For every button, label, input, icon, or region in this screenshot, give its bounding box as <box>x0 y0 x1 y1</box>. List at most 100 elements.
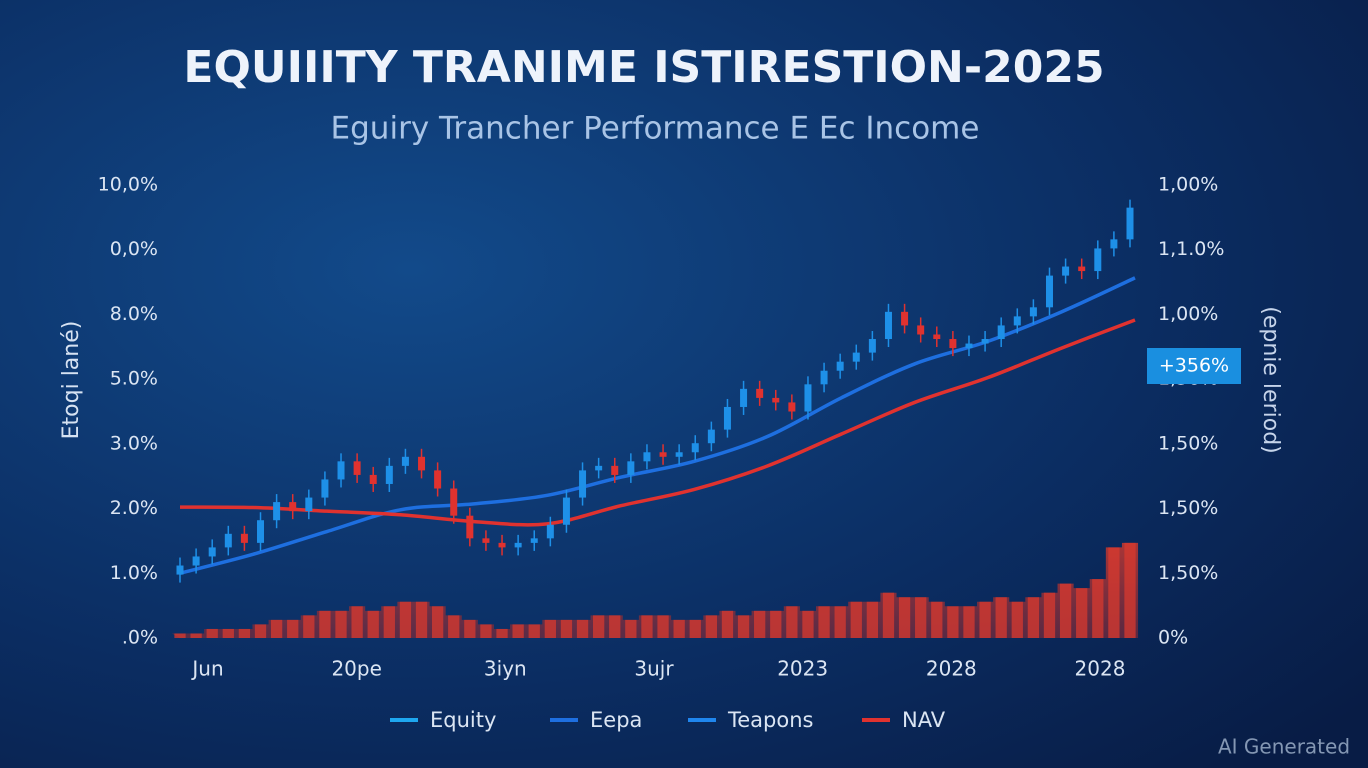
candle-body <box>450 488 458 516</box>
line <box>179 276 1136 575</box>
candle-body <box>176 565 184 575</box>
candle-body <box>579 470 587 498</box>
y-tick-label: 10,0% <box>98 174 158 196</box>
candle-body <box>691 443 699 453</box>
y-tick-label: 0,0% <box>110 238 158 260</box>
candle-body <box>852 352 860 362</box>
volume-bar <box>496 628 508 638</box>
volume-bar <box>818 606 830 638</box>
volume-bar <box>770 610 782 638</box>
candle-body <box>482 538 490 543</box>
chart-title: EQUIIITY TRANIME ISTIRESTION-2025 <box>183 42 1104 93</box>
candle-body <box>611 465 619 475</box>
legend-label: Eepa <box>590 708 642 732</box>
y2-tick-label: 1,00% <box>1158 174 1218 196</box>
volume-bar <box>319 610 331 638</box>
volume-bar <box>609 615 621 638</box>
y2-axis-title: (epnie leriod) <box>1258 306 1283 453</box>
candle-body <box>965 343 973 349</box>
volume-bar <box>754 610 766 638</box>
candle-body <box>1029 307 1037 317</box>
volume-area <box>171 542 1139 638</box>
candle-body <box>659 452 667 457</box>
volume-bar <box>238 628 251 638</box>
candle-body <box>401 456 409 466</box>
y-tick-label: 5.0% <box>110 368 158 390</box>
candle-body <box>804 384 812 412</box>
volume-bar <box>995 597 1007 638</box>
y2-tick-label: 1,50% <box>1158 432 1218 454</box>
volume-bar <box>1076 588 1088 638</box>
candle-body <box>740 388 748 407</box>
candle-body <box>257 520 265 543</box>
candle-body <box>595 465 603 471</box>
volume-bar <box>1124 542 1136 638</box>
volume-bar <box>287 619 299 638</box>
volume-bar <box>721 610 734 638</box>
candle-body <box>498 542 506 548</box>
candle-body <box>981 339 989 344</box>
volume-bar <box>303 615 315 638</box>
y2-tick-label: 1,50% <box>1158 497 1218 519</box>
volume-bar <box>480 624 492 638</box>
x-tick-label: 2023 <box>777 657 828 681</box>
volume-bar <box>399 601 412 638</box>
chart-subtitle: Eguiry Trancher Performance E Ec Income <box>331 111 980 147</box>
volume-bar <box>1108 547 1120 638</box>
volume-bar <box>335 610 347 638</box>
x-tick-label: 3iyn <box>484 657 527 681</box>
candle-body <box>949 339 957 349</box>
volume-bar <box>448 615 460 638</box>
y-tick-label: 3.0% <box>110 432 158 454</box>
x-tick-label: 2028 <box>1075 657 1126 681</box>
candle-body <box>756 388 764 398</box>
candle-body <box>530 538 538 543</box>
x-tick-label: 20pe <box>331 657 381 681</box>
candle-body <box>723 406 731 430</box>
volume-bar <box>625 619 637 638</box>
y2-tick-label: 1,50% <box>1158 562 1218 584</box>
volume-bar <box>383 606 395 638</box>
volume-bar <box>657 615 669 638</box>
candle-body <box>933 334 941 340</box>
volume-bar <box>1027 597 1040 638</box>
volume-bar <box>882 592 895 638</box>
candle-body <box>466 515 474 539</box>
candle-body <box>707 429 715 444</box>
candle-body <box>772 397 780 403</box>
candle-body <box>240 533 248 543</box>
candle-body <box>337 461 345 480</box>
volume-bar <box>689 619 701 638</box>
volume-bar <box>915 597 927 638</box>
candle-body <box>643 452 651 462</box>
volume-bar <box>512 624 524 638</box>
volume-bar <box>270 619 283 638</box>
candle-body <box>788 402 796 412</box>
volume-bar <box>351 606 363 638</box>
volume-bar <box>222 628 234 638</box>
candle-body <box>385 465 393 484</box>
candle-body <box>562 497 570 525</box>
candle-body <box>305 497 313 512</box>
volume-bar <box>415 601 428 638</box>
volume-bar <box>576 619 589 638</box>
badge: +356% <box>1159 355 1229 377</box>
volume-bar <box>834 606 846 638</box>
candle-body <box>353 461 361 475</box>
volume-bar <box>367 610 379 638</box>
volume-bar <box>190 633 202 638</box>
legend-label: NAV <box>902 708 946 732</box>
volume-bar <box>979 601 991 638</box>
y-tick-label: 2.0% <box>110 497 158 519</box>
candle-body <box>192 556 200 566</box>
candle-body <box>273 502 281 521</box>
volume-bar <box>786 606 798 638</box>
x-tick-label: 2028 <box>926 657 977 681</box>
x-tick-label: Jun <box>190 657 223 681</box>
candle-body <box>917 325 925 335</box>
volume-bar <box>560 619 573 638</box>
volume-bar <box>866 601 879 638</box>
candle-body <box>884 311 892 340</box>
